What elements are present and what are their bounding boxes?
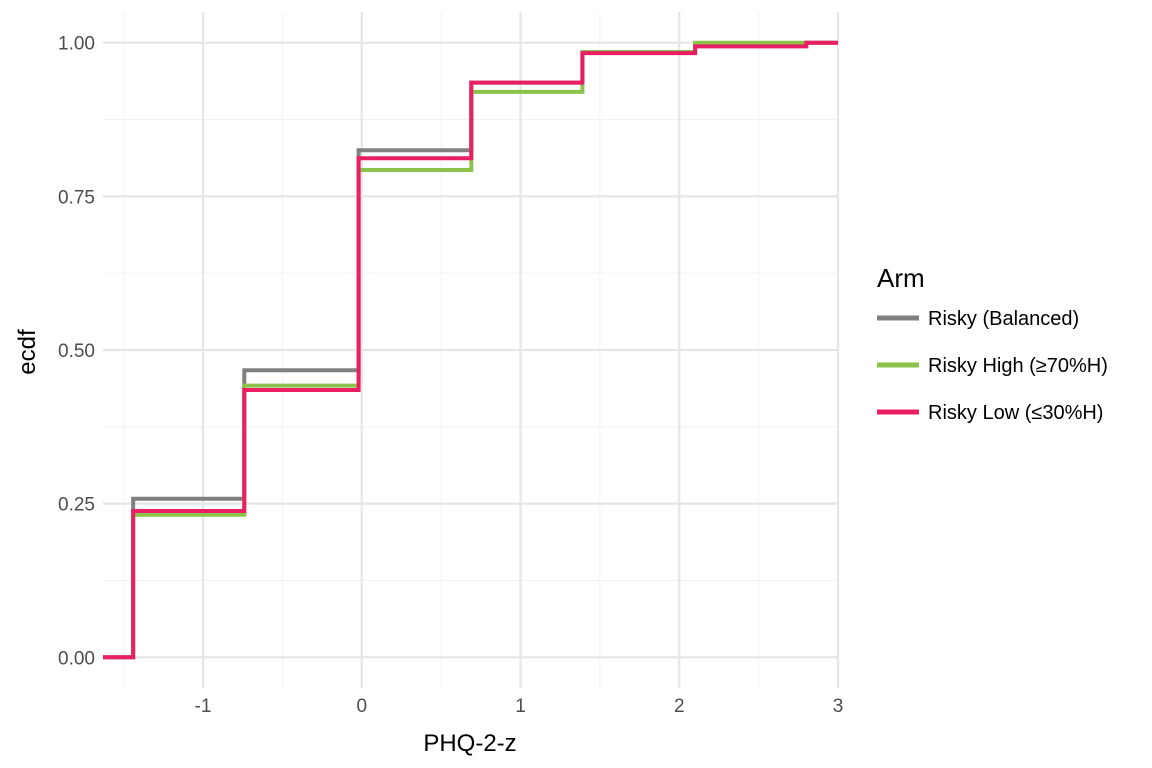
major-gridlines [103,12,840,688]
legend: Arm Risky (Balanced)Risky High (≥70%H)Ri… [877,263,1108,424]
y-tick-label: 0.25 [58,495,95,516]
x-axis-title: PHQ-2-z [423,730,516,757]
y-axis-title: ecdf [14,329,41,375]
x-tick-label: 2 [674,696,685,717]
legend-label-3: Risky Low (≤30%H) [928,402,1103,424]
x-tick-label: -1 [195,696,212,717]
y-tick-label: 1.00 [58,34,95,55]
y-tick-labels: 0.00 0.25 0.50 0.75 1.00 [58,34,95,670]
legend-label-1: Risky (Balanced) [928,308,1079,330]
ecdf-line-3 [103,40,838,660]
legend-label-2: Risky High (≥70%H) [928,355,1108,377]
legend-items: Risky (Balanced) Risky High (≥70%H) Risky … [877,308,1108,424]
y-tick-label: 0.50 [58,341,95,362]
x-tick-label: 1 [515,696,526,717]
series-layer [103,40,838,660]
y-tick-label: 0.00 [58,648,95,669]
y-tick-label: 0.75 [58,187,95,208]
x-tick-labels: -1 0 1 2 3 [195,696,844,717]
x-tick-label: 0 [356,696,367,717]
legend-title: Arm [877,263,925,293]
x-tick-label: 3 [833,696,844,717]
